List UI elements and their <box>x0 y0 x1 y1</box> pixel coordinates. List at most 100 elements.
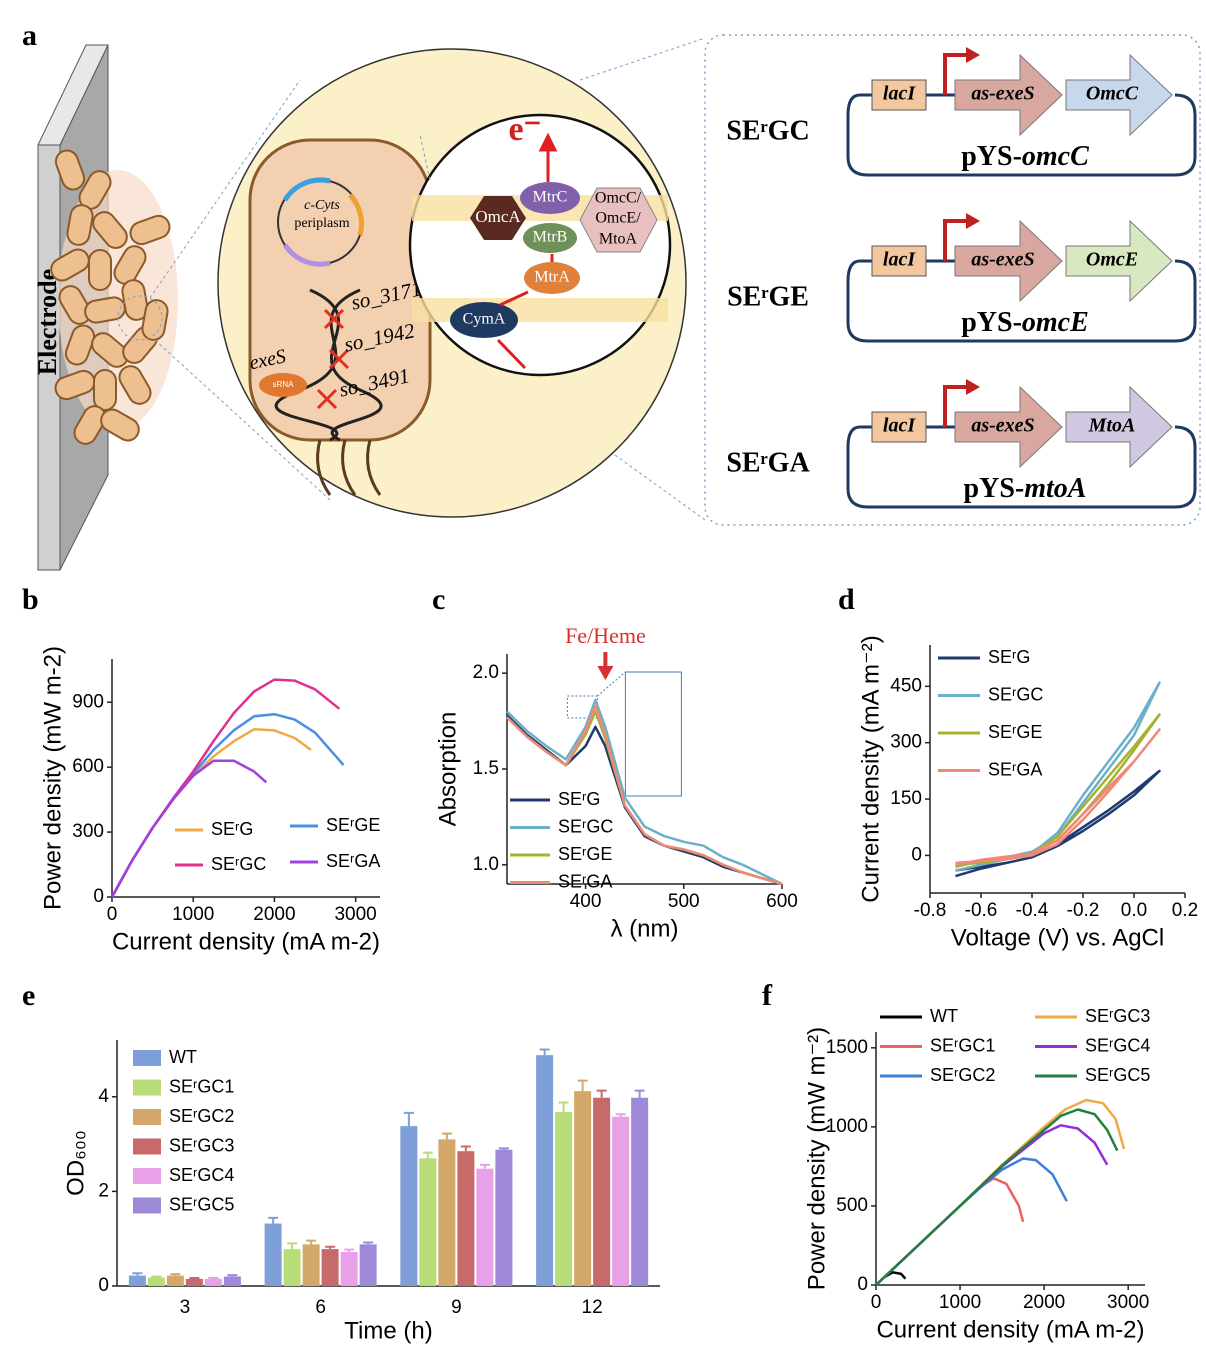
constructs: lacI as-exeS OmcC pYS-omcC SEʳGC lacI as-exeS O… <box>726 47 1197 509</box>
gene-label: MtoA <box>1088 415 1136 437</box>
inset-box <box>624 671 682 797</box>
construct-box <box>704 34 1201 526</box>
srna-arrow <box>954 385 1063 469</box>
promoter <box>943 219 968 261</box>
x-tick-label: 1000 <box>172 904 214 925</box>
y-tick-label: 1.5 <box>473 758 499 779</box>
bacterium <box>100 408 140 442</box>
series-line <box>875 1157 1068 1286</box>
annotation: Fe/Heme <box>565 623 646 648</box>
legend-label: SEʳGA <box>988 759 1042 779</box>
bacterium <box>91 332 129 368</box>
error-bar <box>498 1147 509 1150</box>
gene-label: as-exeS <box>971 415 1034 437</box>
annotation-head <box>597 666 614 680</box>
error-bar <box>479 1163 490 1169</box>
bar <box>438 1139 456 1286</box>
series-line <box>955 728 1161 867</box>
x-tick-label: 400 <box>570 891 602 912</box>
legend-label: SEʳGE <box>326 815 380 835</box>
y-axis-label: Absorption <box>434 712 461 827</box>
error-bar <box>460 1145 471 1152</box>
y-tick-label: 1.0 <box>473 854 499 875</box>
series-line <box>955 769 1161 878</box>
legend-label: SEʳGE <box>558 844 612 864</box>
plasmid-prefix: pYS- <box>961 307 1022 338</box>
gene-label: lacI <box>883 415 916 437</box>
y-tick-label: 1000 <box>826 1116 868 1137</box>
cyma <box>450 302 518 338</box>
x-tick-label: 0 <box>871 1292 882 1313</box>
y-tick-label: 500 <box>836 1195 868 1216</box>
gene-label: OmcC <box>1086 83 1139 105</box>
plasmid-label: c-Cyts <box>304 198 340 213</box>
legend-label: SEʳGC2 <box>169 1106 234 1126</box>
gene-label: lacI <box>883 83 916 105</box>
error-bar <box>577 1079 588 1092</box>
protein-label: CymA <box>463 311 506 328</box>
plasmid-loop <box>846 425 1197 509</box>
zoom-line <box>149 79 301 299</box>
deletion-marks <box>316 308 350 410</box>
bar <box>340 1251 358 1286</box>
panel-label: e <box>22 979 35 1012</box>
legend-label: SEʳGA <box>558 871 612 891</box>
plasmid-gene: omcC <box>1022 141 1089 172</box>
bacterium <box>113 245 147 285</box>
promoter <box>943 53 968 95</box>
x-tick-label: 3000 <box>334 904 376 925</box>
bar <box>495 1149 513 1286</box>
y-tick-label: 600 <box>72 756 104 777</box>
legend-label: SEʳGC <box>211 854 266 874</box>
y-axis-label: Power density (mW m⁻²) <box>803 1027 830 1290</box>
series-line <box>110 759 268 898</box>
error-bar <box>208 1276 219 1279</box>
plasmid-label: pYS-omcE <box>961 307 1089 338</box>
protein-label: OmcE/ <box>595 210 641 227</box>
error-bar <box>287 1242 298 1250</box>
promoter-head <box>966 47 980 63</box>
x-tick-label: 0.2 <box>1172 900 1198 921</box>
bar <box>185 1278 203 1286</box>
series-line <box>875 1108 1119 1286</box>
bar <box>283 1249 301 1286</box>
plasmid-label: pYS-mtoA <box>964 473 1087 504</box>
srna <box>259 373 307 397</box>
y-tick-label: 0 <box>93 886 104 907</box>
x-tick-label: 6 <box>315 1297 326 1318</box>
protein-label: MtoA <box>599 231 638 248</box>
electron-arrows <box>496 132 558 370</box>
x-tick-label: 500 <box>668 891 700 912</box>
x-tick-label: 1000 <box>939 1292 981 1313</box>
bacterium <box>121 279 149 321</box>
zoom-line <box>579 37 706 81</box>
protein-label: OmcC/ <box>595 190 642 207</box>
bacterium <box>129 214 171 246</box>
y-tick-label: 2 <box>98 1180 109 1201</box>
error-bar <box>268 1216 279 1224</box>
mtra <box>524 262 580 294</box>
legend-label: SEʳGC5 <box>1085 1065 1150 1085</box>
gene-label: OmcE <box>1086 249 1138 271</box>
gene-arrow <box>1065 219 1173 303</box>
zoom-circle <box>117 295 163 341</box>
error-bar <box>306 1239 317 1245</box>
plasmid-gene: omcE <box>1022 307 1089 338</box>
legend-label: SEʳGA <box>326 851 380 871</box>
legend-label: SEʳG <box>558 789 600 809</box>
bacterium <box>54 149 86 191</box>
x-tick-label: 0.0 <box>1121 900 1147 921</box>
bar <box>612 1116 630 1286</box>
bar <box>476 1168 494 1286</box>
bar <box>223 1276 241 1286</box>
series-line <box>955 681 1161 872</box>
electron-label: e⁻ <box>508 111 541 148</box>
series-line <box>875 1124 1109 1286</box>
error-bar <box>615 1113 626 1117</box>
panel-label: c <box>432 583 445 616</box>
ring-arc <box>348 193 364 236</box>
protein-label: MtrC <box>533 189 568 206</box>
strain-label: SEʳGC <box>726 115 809 146</box>
